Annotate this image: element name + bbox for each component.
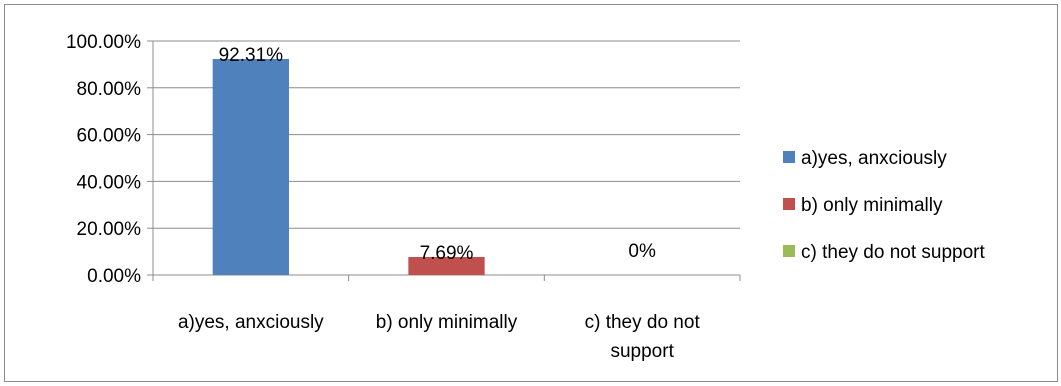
legend-label-2: b) only minimally <box>801 195 943 216</box>
data-labels: 92.31% 7.69% 0% <box>219 45 656 264</box>
y-axis-tick-labels: 0.00% 20.00% 40.00% 60.00% 80.00% 100.00% <box>66 32 141 287</box>
bar-1 <box>212 58 289 275</box>
legend-swatch-2 <box>783 198 795 210</box>
bar-chart: 0.00% 20.00% 40.00% 60.00% 80.00% 100.00% 92.… <box>66 32 986 362</box>
y-tick-label: 40.00% <box>77 172 142 193</box>
legend-swatch-3 <box>783 245 795 257</box>
x-axis-category-labels: a)yes, anxciously b) only minimally c) the… <box>178 312 700 362</box>
legend-label-3: c) they do not support <box>801 242 985 263</box>
y-tick-label: 60.00% <box>77 126 142 147</box>
legend-label-1: a)yes, anxciously <box>801 148 947 169</box>
chart-frame: 0.00% 20.00% 40.00% 60.00% 80.00% 100.00% 92.… <box>4 4 1058 382</box>
data-label: 92.31% <box>219 45 284 66</box>
y-tick-label: 0.00% <box>87 266 141 287</box>
legend-swatch-1 <box>783 151 795 163</box>
data-label: 7.69% <box>420 243 474 264</box>
y-tick-label: 80.00% <box>77 79 142 100</box>
x-category-label-line: c) they do not <box>585 312 701 333</box>
x-category-label: a)yes, anxciously <box>178 312 324 333</box>
x-category-label-line: b) only minimally <box>376 312 518 333</box>
x-category-label: c) they do not support <box>585 312 701 362</box>
x-category-label-line: a)yes, anxciously <box>178 312 324 333</box>
x-category-label: b) only minimally <box>376 312 518 333</box>
bars <box>212 58 485 275</box>
data-label: 0% <box>628 241 656 262</box>
bar-2 <box>408 257 485 275</box>
y-tick-label: 100.00% <box>66 32 141 53</box>
y-tick-label: 20.00% <box>77 219 142 240</box>
legend: a)yes, anxciously b) only minimally c) the… <box>783 148 985 263</box>
x-category-label-line: support <box>610 341 674 362</box>
